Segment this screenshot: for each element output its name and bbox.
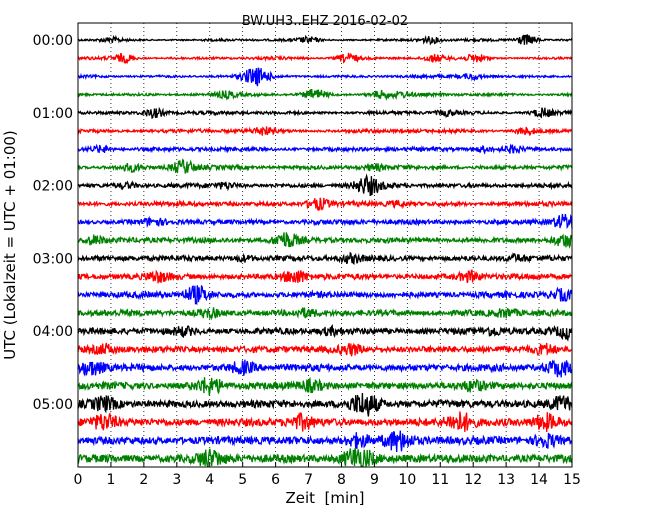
trace-0345	[77, 307, 573, 321]
grid-lines	[110, 23, 540, 467]
trace-0515	[77, 411, 573, 433]
plot-frame	[77, 22, 573, 468]
y-tick-label: 05:00	[33, 397, 73, 413]
trace-0430	[77, 359, 573, 378]
trace-0230	[77, 213, 573, 230]
x-tick-label: 8	[337, 472, 346, 488]
trace-0330	[77, 284, 573, 306]
x-tick-label: 12	[464, 472, 482, 488]
x-tick-label: 2	[139, 472, 148, 488]
trace-0200	[78, 173, 573, 197]
trace-0215	[77, 197, 573, 212]
x-tick-label: 10	[398, 472, 416, 488]
y-tick-label: 00:00	[33, 33, 73, 49]
y-tick-label: 04:00	[33, 324, 73, 340]
x-tick-label: 13	[497, 472, 515, 488]
trace-0115	[77, 126, 573, 136]
x-axis-label: Zeit [min]	[285, 489, 364, 507]
y-axis-ticks: 00:00 01:00 02:00 03:00 04:00 05:00	[33, 33, 83, 413]
x-tick-label: 11	[431, 472, 449, 488]
x-tick-label: 3	[172, 472, 181, 488]
y-tick-label: 01:00	[33, 106, 73, 122]
trace-0500	[77, 392, 573, 417]
x-axis-ticks: 0 1 2 3 4 5 6 7 8 9 10 11 12 13 14 15	[74, 462, 581, 488]
trace-0530	[77, 430, 573, 453]
trace-0315	[77, 269, 573, 284]
trace-0300	[77, 251, 573, 266]
y-axis-label: UTC (Lokalzeit = UTC + 01:00)	[1, 130, 19, 360]
trace-0045	[77, 88, 573, 102]
x-tick-label: 4	[205, 472, 214, 488]
trace-0000	[77, 34, 573, 46]
trace-0100	[77, 106, 573, 120]
y-tick-label: 02:00	[33, 179, 73, 195]
trace-0415	[77, 342, 573, 357]
trace-0015	[77, 52, 573, 65]
x-tick-label: 9	[370, 472, 379, 488]
trace-0245	[77, 232, 573, 249]
y-tick-label: 03:00	[33, 251, 73, 267]
trace-0145	[77, 158, 573, 174]
trace-0400	[77, 324, 573, 342]
x-tick-label: 7	[304, 472, 313, 488]
trace-0445	[77, 376, 573, 396]
trace-0545	[77, 447, 573, 468]
chart-title: BW.UH3..EHZ 2016-02-02	[242, 14, 408, 29]
x-tick-label: 15	[563, 472, 581, 488]
x-tick-label: 0	[74, 472, 83, 488]
x-tick-label: 14	[530, 472, 548, 488]
trace-0030	[77, 67, 573, 87]
x-tick-label: 5	[238, 472, 247, 488]
trace-0130	[77, 143, 573, 155]
x-tick-label: 1	[106, 472, 115, 488]
x-tick-label: 6	[271, 472, 280, 488]
traces-group	[77, 34, 573, 468]
